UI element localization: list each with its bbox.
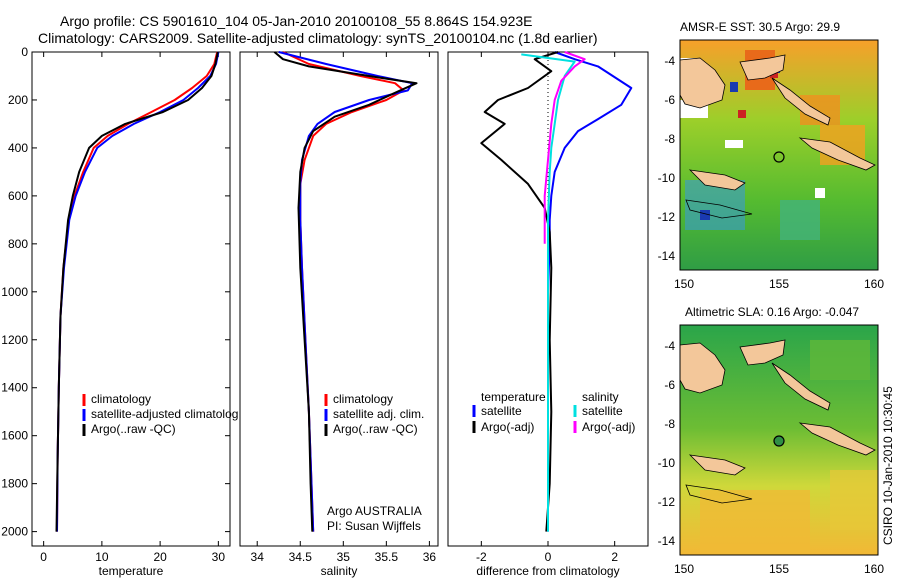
y-tick-label: 2000 [1,525,28,539]
y-tick-label: 200 [8,93,28,107]
sla-map-frame [679,324,879,556]
tick-label: 150 [674,277,694,291]
png-islands-land [688,454,746,476]
y-tick-label: 1600 [1,429,28,443]
x-tick-label: 10 [95,550,109,564]
argo-float-marker [773,151,785,163]
temperature-legend: climatology satellite-adjusted climatolo… [82,392,238,436]
difference-legend: temperature satellite Argo(-adj) salinit… [472,390,635,434]
solomon-islands-land [798,422,876,456]
legend-climatology-label: climatology [333,392,393,406]
new-britain-land [739,339,786,366]
solomon-islands-land [798,137,876,171]
x-tick-label: 35 [337,550,351,564]
y-tick-label: 600 [8,189,28,203]
x-axis-label: temperature [99,564,164,578]
series-line-salinity-satellite [521,53,576,532]
series-line-argo-raw-qc [273,51,418,532]
legend-climatology-label: climatology [91,392,151,406]
tick-label: -6 [664,93,675,107]
sla-map: Altimetric SLA: 0.16 Argo: -0.047 -4 -6 … [658,305,885,576]
tick-label: -8 [664,417,675,431]
x-tick-label: 35.5 [375,550,399,564]
tick-label: -12 [658,210,676,224]
sla-map-title: Altimetric SLA: 0.16 Argo: -0.047 [685,305,859,319]
figure-title-line1: Argo profile: CS 5901610_104 05-Jan-2010… [60,13,533,29]
series-line-temperature-argo-adj [480,51,559,532]
x-tick-label: 0 [40,550,47,564]
sst-map-frame [679,39,879,271]
x-axis-label: salinity [321,564,358,578]
legend-temp-satellite-label: satellite [481,404,522,418]
y-tick-label: 1400 [1,381,28,395]
plot-frame [31,51,231,547]
legend-satellite-adjusted-label: satellite-adjusted climatolog [91,407,238,421]
salinity-legend: climatology satellite adj. clim. Argo(..… [324,392,424,436]
x-tick-label: 34 [251,550,265,564]
legend-sal-satellite-label: satellite [582,404,623,418]
tick-label: -4 [664,54,675,68]
new-guinea-land [680,342,726,394]
tick-label: -14 [658,534,676,548]
argo-australia-annotation: Argo AUSTRALIA [327,504,422,518]
tick-label: 155 [769,277,789,291]
y-tick-label: 800 [8,237,28,251]
legend-temperature-title: temperature [481,390,546,404]
y-tick-label: 0 [21,45,28,59]
salinity-profile-chart: 34 34.5 35 35.5 36 salinity [239,51,439,578]
legend-temp-argo-label: Argo(-adj) [481,420,534,434]
legend-argo-raw-label: Argo(..raw -QC) [91,422,176,436]
y-tick-label: 1800 [1,477,28,491]
argo-float-marker [773,435,785,447]
x-tick-label: 36 [423,550,437,564]
new-ireland-land [771,77,831,126]
y-tick-label: 400 [8,141,28,155]
tick-label: -4 [664,339,675,353]
sst-map-field [680,40,878,270]
legend-salinity-title: salinity [582,390,619,404]
x-axis-label: difference from climatology [476,564,619,578]
x-tick-label: 20 [153,550,167,564]
tick-label: -6 [664,378,675,392]
sla-map-x-ticks: 150 155 160 [674,562,884,576]
x-tick-label: 2 [611,550,618,564]
legend-argo-raw-label: Argo(..raw -QC) [333,422,418,436]
x-tick-label: -2 [476,550,487,564]
temperature-profile-chart: 0 10 20 30 0 200 400 600 800 1000 1200 1400 1600 1800… [1,45,231,578]
x-tick-label: 30 [212,550,226,564]
sst-map-y-ticks: -4 -6 -8 -10 -12 -14 [658,54,676,263]
x-tick-label: 34.5 [289,550,313,564]
sla-map-y-ticks: -4 -6 -8 -10 -12 -14 [658,339,676,548]
tick-label: 160 [864,562,884,576]
sst-map: AMSR-E SST: 30.5 Argo: 29.9 [658,20,885,291]
tick-label: -10 [658,171,676,185]
legend-sal-argo-label: Argo(-adj) [582,420,635,434]
y-tick-label: 1000 [1,285,28,299]
png-islands-land [688,169,746,191]
new-guinea-land [680,57,726,109]
new-britain-land [739,54,786,81]
sst-map-x-ticks: 150 155 160 [674,277,884,291]
x-tick-label: 0 [545,550,552,564]
tick-label: 150 [674,562,694,576]
sla-map-field [680,325,878,555]
tick-label: 160 [864,277,884,291]
y-tick-label: 1200 [1,333,28,347]
figure-title-line2: Climatology: CARS2009. Satellite-adjuste… [38,30,598,46]
tick-label: -10 [658,456,676,470]
new-ireland-land [771,362,831,411]
plot-frame [239,51,439,547]
series-line-argo-raw-qc [55,51,219,532]
legend-satellite-adj-label: satellite adj. clim. [333,407,424,421]
tick-label: -12 [658,495,676,509]
tick-label: -14 [658,249,676,263]
sst-map-title: AMSR-E SST: 30.5 Argo: 29.9 [680,20,840,34]
pi-annotation: PI: Susan Wijffels [327,519,421,533]
tick-label: 155 [769,562,789,576]
series-line-salinity-argo-adj [543,51,586,244]
tick-label: -8 [664,132,675,146]
credit-timestamp: CSIRO 10-Jan-2010 10:30:45 [881,386,895,545]
